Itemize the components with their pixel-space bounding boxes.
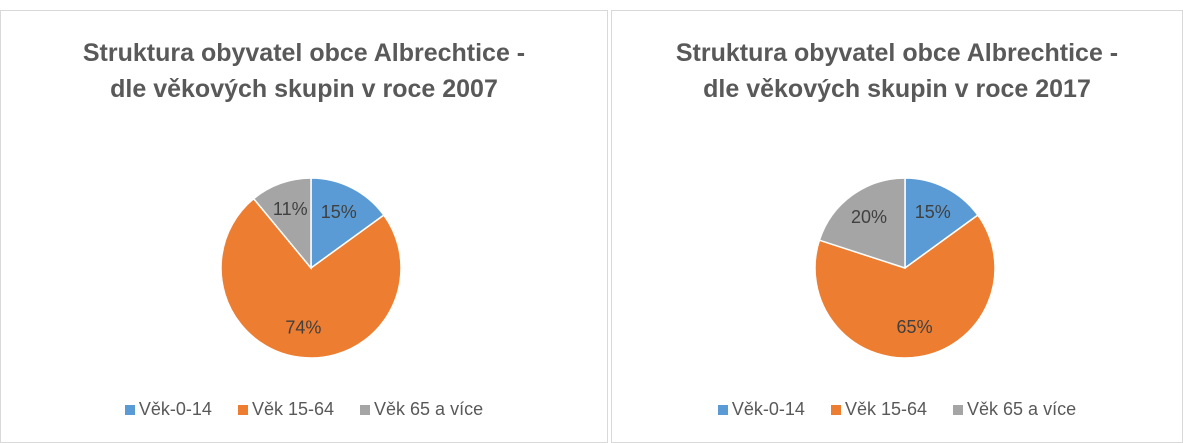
legend-label: Věk-0-14 (138, 399, 212, 419)
legend-swatch (953, 404, 964, 415)
pie-slice (252, 177, 312, 271)
legend-item: Věk-0-14 (717, 399, 805, 420)
legend-swatch (830, 404, 841, 415)
legend-item: Věk 65 a více (360, 399, 483, 420)
legend-item: Věk-0-14 (124, 399, 212, 420)
legend-label: Věk 65 a více (374, 399, 484, 419)
chart-title: Struktura obyvatel obce Albrechtice - dl… (82, 39, 526, 103)
legend-item: Věk 15-64 (830, 399, 928, 420)
legend-label: Věk 15-64 (844, 399, 928, 419)
pie-slice (814, 214, 996, 359)
legend-label: Věk 65 a více (967, 399, 1077, 419)
pie-chart: 15% 74% 11% (220, 177, 402, 359)
chart-panel: Struktura obyvatel obce Albrechtice - dl… (611, 10, 1183, 443)
legend: Věk-0-14 Věk 15-64 Věk 65 a více (612, 399, 1182, 420)
legend-swatch (717, 404, 728, 415)
data-label: 20% (851, 207, 887, 227)
pie-chart: 15% 65% 20% (814, 177, 996, 359)
data-label: 15% (915, 202, 951, 222)
data-label: 74% (285, 317, 321, 337)
legend-item: Věk 65 a více (953, 399, 1076, 420)
data-label: 11% (273, 199, 308, 219)
pie-slice (220, 197, 402, 359)
legend-swatch (360, 404, 371, 415)
pie-slice (904, 177, 979, 270)
data-label: 15% (321, 202, 357, 222)
legend-item: Věk 15-64 (237, 399, 335, 420)
legend-swatch (237, 404, 248, 415)
legend-swatch (124, 404, 135, 415)
legend: Věk-0-14 Věk 15-64 Věk 65 a více (1, 399, 607, 420)
chart-title: Struktura obyvatel obce Albrechtice - dl… (675, 39, 1119, 103)
chart-panel: Struktura obyvatel obce Albrechtice - dl… (0, 10, 608, 443)
legend-label: Věk 15-64 (251, 399, 335, 419)
data-label: 65% (897, 317, 933, 337)
legend-label: Věk-0-14 (731, 399, 805, 419)
pie-slice (310, 177, 385, 270)
pie-slice (818, 177, 906, 270)
